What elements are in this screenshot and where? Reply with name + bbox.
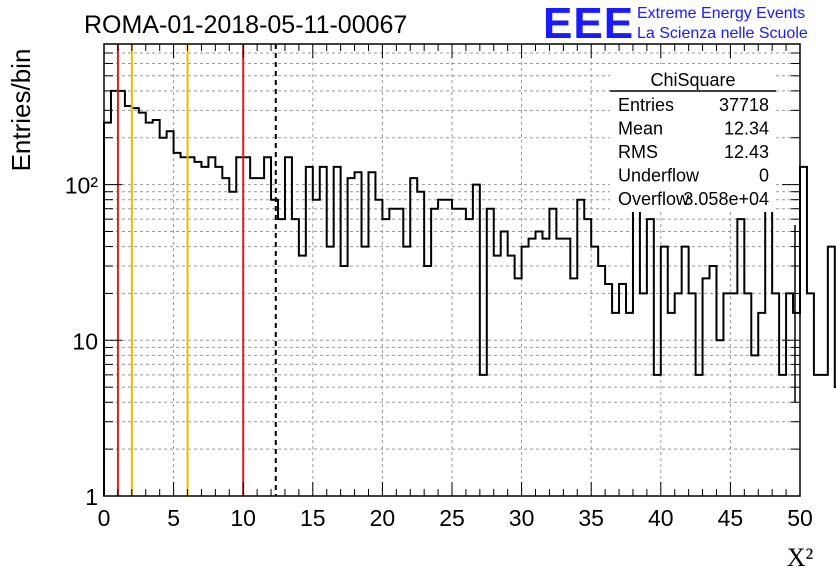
stats-label-underflow: Underflow xyxy=(618,166,700,186)
x-tick-label: 5 xyxy=(167,505,180,531)
stats-label-entries: Entries xyxy=(618,95,674,115)
x-tick-label: 10 xyxy=(230,505,256,531)
x-tick-label: 25 xyxy=(439,505,465,531)
x-axis-title: X² xyxy=(787,543,814,572)
x-tick-label: 30 xyxy=(509,505,535,531)
stats-value-entries: 37718 xyxy=(719,95,769,115)
stats-title: ChiSquare xyxy=(650,70,735,90)
stats-value-mean: 12.34 xyxy=(724,119,769,139)
logo-line-1: Extreme Energy Events xyxy=(637,5,806,22)
x-tick-label: 35 xyxy=(578,505,604,531)
stats-value-underflow: 0 xyxy=(759,166,769,186)
logo-line-2: La Scienza nelle Scuole xyxy=(637,25,808,42)
stats-box-bg xyxy=(610,64,776,212)
histogram-series xyxy=(103,89,836,496)
x-tick-label: 20 xyxy=(370,505,396,531)
y-tick-label: 1 xyxy=(85,484,98,510)
x-tick-label: 45 xyxy=(718,505,744,531)
chart-title: ROMA-01-2018-05-11-00067 xyxy=(84,11,407,39)
x-tick-label: 50 xyxy=(787,505,813,531)
stats-label-overflow: Overflow xyxy=(618,189,690,209)
stats-label-mean: Mean xyxy=(618,119,663,139)
x-tick-label: 15 xyxy=(300,505,326,531)
y-axis-title: Entries/bin xyxy=(6,49,36,172)
y-tick-label: 10² xyxy=(65,173,99,199)
eee-logo: EEE xyxy=(543,0,635,48)
stats-value-rms: 12.43 xyxy=(724,142,769,162)
stats-value-overflow: 3.058e+04 xyxy=(683,189,769,209)
y-tick-label: 10 xyxy=(72,328,98,354)
stats-label-rms: RMS xyxy=(618,142,658,162)
x-tick-label: 0 xyxy=(98,505,111,531)
x-tick-label: 40 xyxy=(648,505,674,531)
